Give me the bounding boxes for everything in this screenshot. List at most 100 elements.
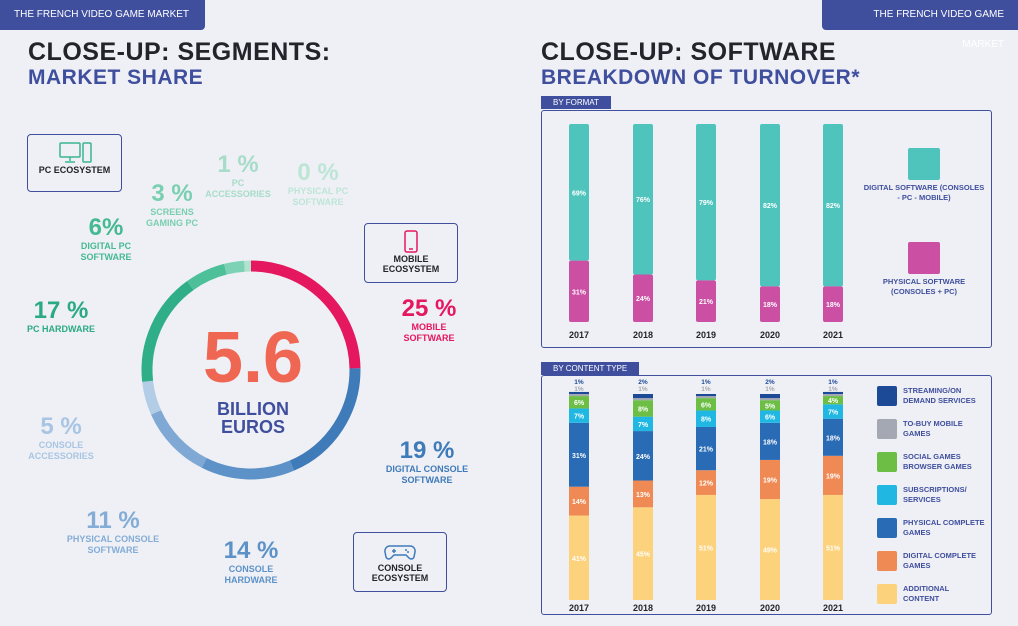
segment-pct: 5 % <box>40 413 82 440</box>
content-bar-label: 6% <box>574 400 585 407</box>
content-bar-segment <box>633 507 653 600</box>
segment-label: PHYSICAL PC SOFTWARE <box>287 186 349 207</box>
segment-digital-console-software: 19 % DIGITAL CONSOLE SOFTWARE <box>384 438 470 486</box>
segment-label: DIGITAL CONSOLE SOFTWARE <box>385 464 469 485</box>
format-panel-tab: BY FORMAT <box>541 96 611 109</box>
content-year-label: 2020 <box>760 603 780 613</box>
format-bar-label: 18% <box>763 302 778 309</box>
format-year-label: 2018 <box>633 330 653 340</box>
format-bar-label: 82% <box>826 203 841 210</box>
legend-swatch-additional <box>877 584 897 604</box>
legend-swatch-subscriptions <box>877 485 897 505</box>
content-bar-segment <box>696 494 716 600</box>
content-bar-label: 14% <box>572 499 587 506</box>
legend-swatch-digital-complete <box>877 551 897 571</box>
format-bar-segment <box>569 260 589 322</box>
total-unit-line2: EUROS <box>220 417 285 437</box>
content-bar-segment <box>760 499 780 600</box>
header-tab-right: THE FRENCH VIDEO GAME MARKET <box>822 0 1018 50</box>
content-year-label: 2017 <box>569 603 589 613</box>
content-bar-label-mobile: 1% <box>638 386 648 393</box>
content-bar-segment <box>823 394 843 397</box>
donut-slice <box>224 260 245 275</box>
format-bar-segment <box>633 274 653 322</box>
legend-label-subscriptions: SUBSCRIPTIONS/ SERVICES <box>903 485 967 504</box>
segment-label: PHYSICAL CONSOLE SOFTWARE <box>66 534 160 555</box>
content-panel-tab: BY CONTENT TYPE <box>541 362 640 375</box>
content-bar-segment <box>633 400 653 417</box>
content-bar-segment <box>696 426 716 471</box>
content-bar-label: 6% <box>765 415 776 422</box>
content-bar-segment <box>760 410 780 423</box>
content-bar-label: 51% <box>699 545 714 552</box>
donut-slice <box>141 281 194 382</box>
content-bar-segment <box>569 486 589 516</box>
segment-physical-pc-software: 0 % PHYSICAL PC SOFTWARE <box>278 160 358 208</box>
donut-slice <box>201 457 295 480</box>
format-bar-segment <box>696 280 716 322</box>
content-bar-segment <box>823 418 843 456</box>
content-bar-label: 21% <box>699 447 714 454</box>
content-bar-segment <box>760 398 780 401</box>
segment-label: PC ACCESSORIES <box>205 178 271 199</box>
content-bar-label-mobile: 1% <box>765 386 775 393</box>
content-bar-segment <box>696 394 716 397</box>
format-bar-label: 69% <box>572 190 587 197</box>
content-bar-label: 18% <box>826 435 841 442</box>
segment-pc-accessories: 1 % PC ACCESSORIES <box>198 152 278 200</box>
content-bar-label: 12% <box>699 481 714 488</box>
content-bar-segment <box>696 410 716 427</box>
format-bar-segment <box>696 124 716 281</box>
content-bar-segment <box>823 404 843 419</box>
content-bar-segment <box>760 459 780 500</box>
content-bar-segment <box>823 455 843 495</box>
content-bar-segment <box>633 394 653 399</box>
donut-slice <box>142 380 162 415</box>
content-bar-segment <box>633 416 653 432</box>
content-bar-label: 13% <box>636 492 651 499</box>
content-bar-label: 8% <box>701 417 712 424</box>
content-bar-label-streaming: 2% <box>638 379 648 386</box>
content-bar-segment <box>823 494 843 600</box>
segment-pct: 11 % <box>86 507 140 534</box>
content-bar-label: 31% <box>572 453 587 460</box>
content-bar-label: 7% <box>638 422 649 429</box>
content-bar-label-streaming: 1% <box>574 379 584 386</box>
computer-icon <box>28 141 121 165</box>
content-bar-segment <box>633 398 653 401</box>
format-bar-segment <box>633 124 653 275</box>
legend-label-streaming: STREAMING/ON DEMAND SERVICES <box>903 386 976 405</box>
content-bar-segment <box>823 391 843 394</box>
legend-label-physical-complete: PHYSICAL COMPLETE GAMES <box>903 518 985 537</box>
format-bar-segment <box>760 124 780 287</box>
content-bar-label: 5% <box>765 403 776 410</box>
content-bar-label: 51% <box>826 545 841 552</box>
total-value: 5.6 <box>202 318 304 398</box>
legend-label-digital-complete: DIGITAL COMPLETE GAMES <box>903 551 977 570</box>
content-bar-segment <box>633 431 653 481</box>
format-bar-segment <box>760 286 780 322</box>
legend-label-additional: ADDITIONAL CONTENT <box>903 584 950 603</box>
content-bar-label: 7% <box>828 410 839 417</box>
segment-pct: 19 % <box>399 437 455 464</box>
legend-label-social-games: SOCIAL GAMES BROWSER GAMES <box>903 452 972 471</box>
format-bar-label: 79% <box>699 200 714 207</box>
segment-pc-hardware: 17 % PC HARDWARE <box>18 298 104 335</box>
segment-label: DIGITAL PC SOFTWARE <box>80 241 132 262</box>
legend-label-physical: PHYSICAL SOFTWARE (CONSOLES + PC) <box>882 277 966 296</box>
donut-slice <box>187 263 227 291</box>
segment-label: CONSOLE HARDWARE <box>224 564 278 585</box>
segment-console-accessories: 5 % CONSOLE ACCESSORIES <box>18 414 104 462</box>
total-unit-label: BILLION EUROS <box>183 400 323 436</box>
segment-pct: 17 % <box>33 297 89 324</box>
format-bar-label: 21% <box>699 299 714 306</box>
format-bar-label: 31% <box>572 289 587 296</box>
segment-label: CONSOLE ACCESSORIES <box>28 440 94 461</box>
legend-swatch-streaming <box>877 386 897 406</box>
segment-physical-console-software: 11 % PHYSICAL CONSOLE SOFTWARE <box>58 508 168 556</box>
format-year-label: 2021 <box>823 330 843 340</box>
content-bar-label: 7% <box>574 414 585 421</box>
console-ecosystem-label: CONSOLE ECOSYSTEM <box>371 563 429 583</box>
segment-label: MOBILE SOFTWARE <box>403 322 455 343</box>
smartphone-icon <box>365 230 457 254</box>
